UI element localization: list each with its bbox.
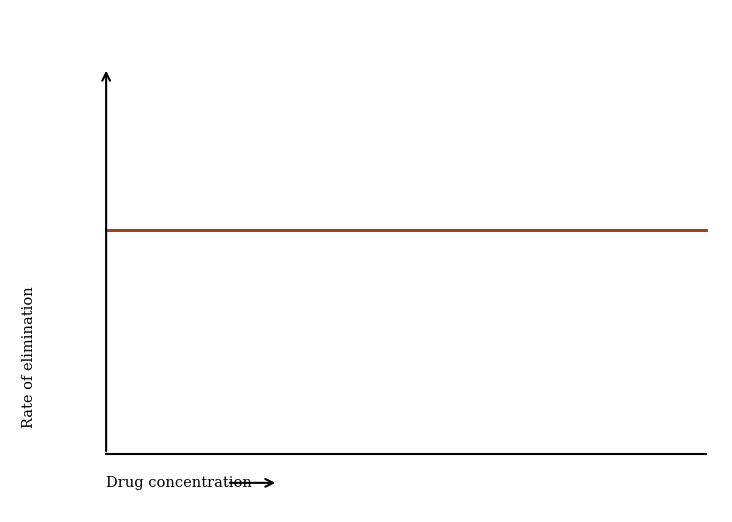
Text: Drug concentration: Drug concentration xyxy=(106,476,252,490)
Text: Rate of elimination: Rate of elimination xyxy=(22,287,37,429)
